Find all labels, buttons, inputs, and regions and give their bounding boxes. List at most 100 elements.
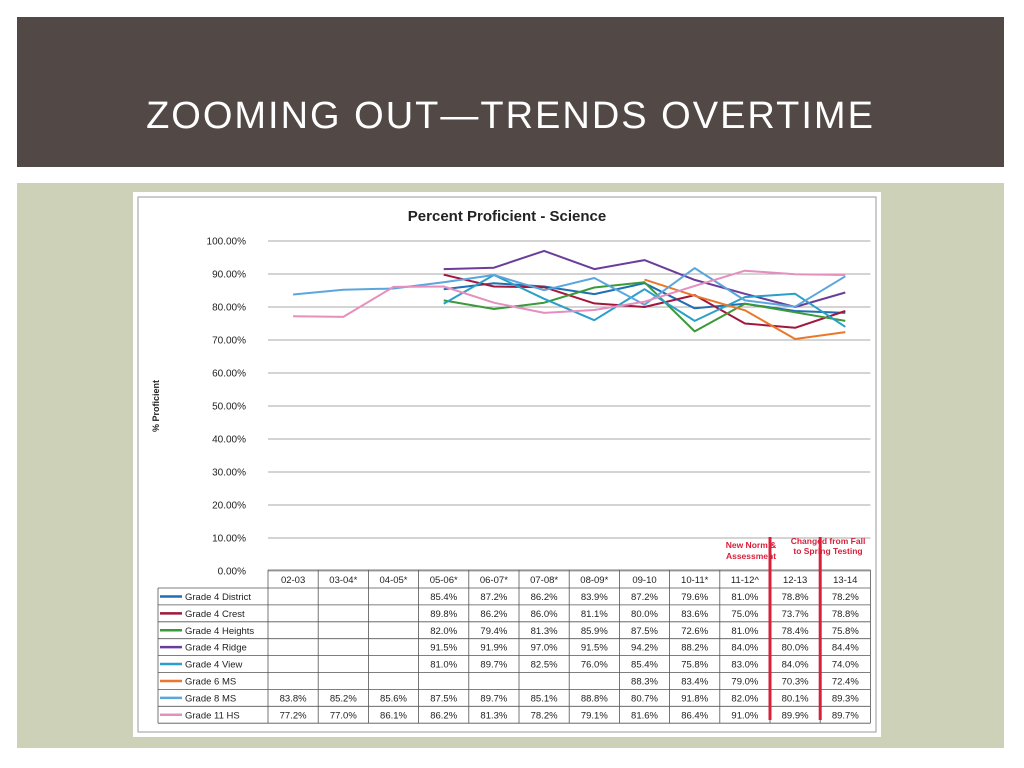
x-tick-label: 05-06* (430, 575, 458, 586)
data-label: 83.4% (681, 676, 708, 687)
slide-title: ZOOMING OUT—TRENDS OVERTIME (146, 95, 875, 137)
data-label: 78.2% (832, 592, 859, 603)
x-tick-label: 09-10 (632, 575, 656, 586)
data-label: 78.2% (531, 710, 558, 721)
data-label: 83.6% (681, 609, 708, 620)
data-label: 84.0% (782, 660, 809, 671)
y-tick-label: 80.00% (212, 303, 246, 314)
x-tick-label: 06-07* (480, 575, 508, 586)
chart-title: Percent Proficient - Science (408, 208, 606, 225)
data-label: 87.5% (631, 626, 658, 637)
series-line (443, 274, 846, 328)
data-label: 83.0% (731, 660, 758, 671)
data-label: 81.0% (430, 660, 457, 671)
legend-label: Grade 4 Ridge (185, 643, 247, 654)
data-label: 82.0% (731, 693, 758, 704)
data-label: 75.8% (832, 626, 859, 637)
annotation-text: New Norm & (726, 540, 777, 550)
data-label: 76.0% (581, 660, 608, 671)
data-label: 78.8% (782, 592, 809, 603)
legend-label: Grade 4 View (185, 660, 243, 671)
legend-label: Grade 4 District (185, 592, 251, 603)
chart-frame (137, 196, 877, 733)
data-label: 80.1% (782, 693, 809, 704)
legend-label: Grade 8 MS (185, 693, 236, 704)
data-label: 73.7% (782, 609, 809, 620)
data-label: 75.0% (731, 609, 758, 620)
x-tick-label: 03-04* (329, 575, 357, 586)
series-line (443, 273, 846, 329)
data-label: 77.2% (280, 710, 307, 721)
y-tick-label: 20.00% (212, 501, 246, 512)
legend-label: Grade 4 Crest (185, 609, 245, 620)
data-label: 83.8% (280, 693, 307, 704)
data-label: 91.8% (681, 693, 708, 704)
y-tick-label: 40.00% (212, 435, 246, 446)
data-label: 89.7% (832, 710, 859, 721)
data-label: 80.0% (782, 643, 809, 654)
slide-header: ZOOMING OUT—TRENDS OVERTIME (17, 17, 1004, 167)
data-label: 86.2% (531, 592, 558, 603)
data-label: 89.9% (782, 710, 809, 721)
data-label: 91.5% (430, 643, 457, 654)
data-label: 87.2% (480, 592, 507, 603)
data-label: 80.0% (631, 609, 658, 620)
x-tick-label: 11-12^ (731, 575, 760, 586)
legend-label: Grade 6 MS (185, 676, 236, 687)
annotation-text: Assessment (726, 551, 776, 561)
data-label: 79.1% (581, 710, 608, 721)
data-label: 79.0% (731, 676, 758, 687)
data-label: 75.8% (681, 660, 708, 671)
data-label: 83.9% (581, 592, 608, 603)
data-label: 86.1% (380, 710, 407, 721)
data-label: 91.0% (731, 710, 758, 721)
data-label: 88.8% (581, 693, 608, 704)
y-tick-label: 60.00% (212, 369, 246, 380)
y-tick-label: 0.00% (218, 567, 246, 578)
y-tick-label: 100.00% (207, 237, 247, 248)
data-label: 72.4% (832, 676, 859, 687)
series-line (293, 269, 846, 318)
data-label: 80.7% (631, 693, 658, 704)
x-tick-label: 07-08* (530, 575, 558, 586)
x-tick-label: 04-05* (380, 575, 408, 586)
data-label: 89.3% (832, 693, 859, 704)
data-label: 72.6% (681, 626, 708, 637)
data-label: 91.9% (480, 643, 507, 654)
data-label: 87.5% (430, 693, 457, 704)
data-label: 85.1% (531, 693, 558, 704)
y-axis-label: % Proficient (151, 380, 161, 432)
data-label: 86.2% (430, 710, 457, 721)
data-label: 85.6% (380, 693, 407, 704)
x-tick-label: 12-13 (783, 575, 807, 586)
data-label: 81.1% (581, 609, 608, 620)
data-label: 81.3% (531, 626, 558, 637)
data-label: 85.9% (581, 626, 608, 637)
data-label: 91.5% (581, 643, 608, 654)
x-tick-label: 13-14 (833, 575, 857, 586)
data-label: 79.6% (681, 592, 708, 603)
data-label: 79.4% (480, 626, 507, 637)
x-tick-label: 10-11* (681, 575, 709, 586)
data-label: 81.0% (731, 592, 758, 603)
data-label: 78.4% (782, 626, 809, 637)
line-chart: Percent Proficient - Science 0.00% 10.00% 2… (137, 196, 877, 733)
data-label: 81.0% (731, 626, 758, 637)
series-line (443, 249, 846, 308)
data-label: 89.7% (480, 693, 507, 704)
data-label: 88.3% (631, 676, 658, 687)
data-label: 84.0% (731, 643, 758, 654)
x-tick-label: 02-03 (281, 575, 305, 586)
data-label: 84.4% (832, 643, 859, 654)
series-line (293, 267, 846, 308)
y-tick-label: 10.00% (212, 534, 246, 545)
data-label: 85.4% (430, 592, 457, 603)
data-label: 94.2% (631, 643, 658, 654)
y-tick-label: 30.00% (212, 468, 246, 479)
data-label: 82.0% (430, 626, 457, 637)
y-tick-label: 50.00% (212, 402, 246, 413)
data-label: 81.3% (480, 710, 507, 721)
data-label: 87.2% (631, 592, 658, 603)
legend-label: Grade 11 HS (185, 710, 240, 721)
x-tick-label: 08-09* (580, 575, 608, 586)
